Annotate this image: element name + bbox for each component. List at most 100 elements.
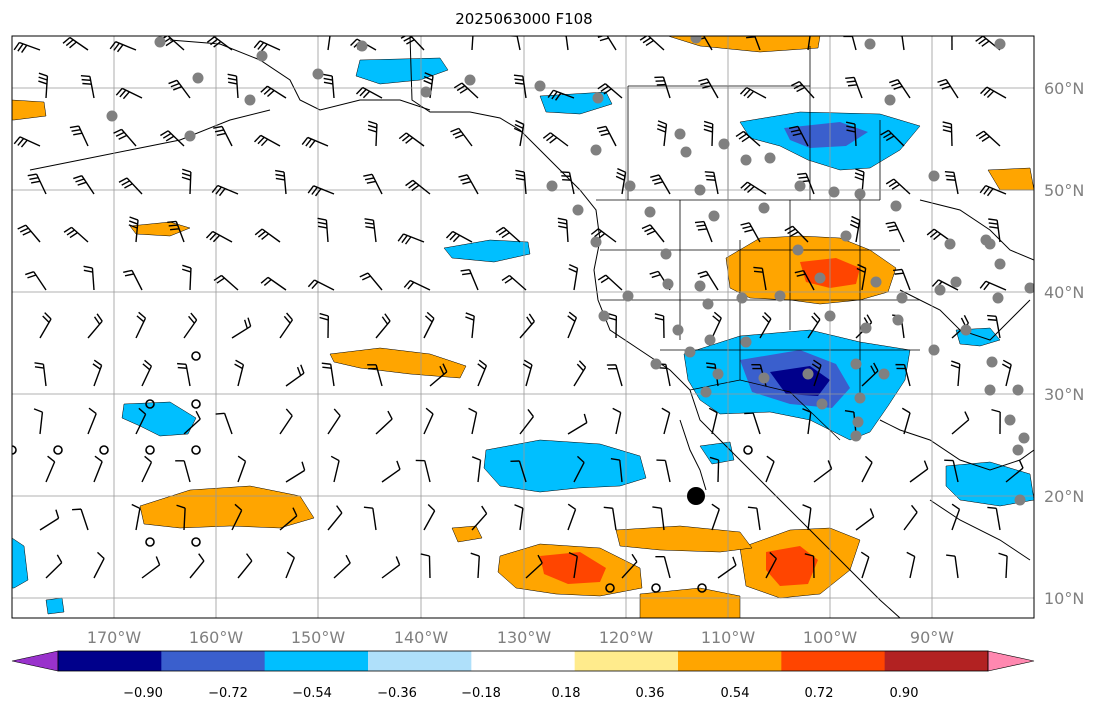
wind-barb-flag [576, 363, 584, 372]
wind-barb-flag [364, 177, 375, 181]
wind-barb-flag [364, 218, 374, 221]
wind-barb-flag [711, 503, 720, 510]
wind-barb-flag [465, 312, 475, 317]
wind-barb-flag [260, 43, 268, 52]
colorbar-box [58, 651, 162, 671]
wind-barb [611, 508, 617, 531]
wind-barb-flag [122, 91, 130, 100]
lon-label: 120°W [599, 628, 654, 647]
wind-barb-flag [213, 274, 222, 282]
wind-barb-flag [901, 407, 911, 414]
wind-barb-flag [998, 552, 1008, 557]
wind-barb-flag [798, 176, 808, 179]
wind-barb-flag [407, 281, 415, 290]
wind-barb-flag [743, 183, 752, 191]
wind-barb-flag [762, 315, 770, 323]
station-marker [662, 278, 674, 290]
wind-barb-flag [116, 44, 124, 53]
wind-barb [183, 507, 186, 531]
wind-barb-flag [528, 313, 535, 322]
lon-label: 170°W [87, 628, 142, 647]
station-marker [1018, 432, 1030, 444]
wind-barb-flag [501, 274, 510, 282]
wind-barb-flag [363, 173, 373, 177]
wind-barb-flag [177, 366, 187, 369]
station-marker [674, 128, 686, 140]
wind-barb-flag [891, 82, 901, 87]
wind-barb-flag [411, 184, 420, 192]
wind-barb-flag [894, 272, 904, 275]
wind-barb [423, 413, 434, 435]
wind-barb-flag [424, 72, 434, 77]
wind-barb-flag [870, 365, 876, 374]
wind-barb-flag [788, 125, 799, 130]
wind-barb-flag [142, 363, 151, 371]
wind-barb-flag [597, 36, 605, 38]
wind-barb-flag [363, 506, 373, 509]
wind-barb-flag [703, 120, 713, 125]
wind-barb-flag [594, 230, 602, 238]
wind-barb-flag [322, 366, 332, 369]
wind-barb [861, 556, 870, 579]
wind-barb-flag [746, 90, 755, 99]
wind-barb-flag [296, 366, 302, 376]
wind-barb [519, 508, 524, 531]
wind-barb-flag [453, 82, 463, 89]
wind-barb-flag [631, 553, 638, 563]
longitude-labels: 170°W 160°W 150°W 140°W 130°W 120°W 110°… [87, 628, 954, 647]
wind-barb-flag [603, 506, 613, 509]
wind-barb-flag [311, 186, 318, 195]
wind-barb-flag [292, 507, 298, 517]
wind-barb-flag [20, 139, 28, 148]
wind-barb-flag [933, 233, 941, 241]
wind-barb-flag [617, 167, 626, 173]
wind-barb-flag [319, 316, 329, 321]
wind-barb-flag [75, 178, 85, 183]
wind-barb-flag [713, 311, 722, 319]
wind-barb-flag [211, 185, 219, 194]
wind-barb-flag [590, 228, 599, 235]
lon-label: 130°W [497, 628, 552, 647]
wind-barb [223, 413, 233, 435]
wind-barb-flag [162, 132, 172, 139]
wind-barb-flag [465, 316, 475, 321]
wind-barb-flag [887, 225, 897, 229]
station-marker [792, 244, 804, 256]
station-marker [704, 334, 716, 346]
station-marker [590, 144, 602, 156]
colorbar-tick-label: 0.18 [552, 686, 581, 701]
wind-barb-flag [181, 176, 191, 181]
wind-barb-flag [850, 219, 860, 225]
wind-barb-flag [616, 171, 626, 177]
wind-barb-flag [235, 359, 244, 366]
wind-barb-flag [610, 457, 620, 461]
wind-barb-flag [182, 264, 192, 269]
lat-label: 50°N [1044, 181, 1084, 200]
station-marker [708, 210, 720, 222]
wind-barb-flag [182, 168, 192, 173]
positive-core-east-pacific [540, 552, 606, 584]
wind-barb-flag [893, 85, 903, 90]
wind-barb-flag [557, 221, 568, 225]
wind-barb-flag [460, 269, 470, 272]
wind-barb-flag [943, 26, 952, 28]
wind-barb-flag [964, 411, 970, 421]
station-marker [572, 204, 584, 216]
wind-barb-flag [243, 319, 248, 329]
wind-barb-flag [275, 177, 285, 181]
wind-barb-flag [978, 38, 987, 45]
wind-barb [375, 418, 393, 435]
wind-barb-flag [951, 360, 961, 365]
wind-barb-flag [33, 408, 43, 413]
station-marker [590, 236, 602, 248]
wind-barb-flag [305, 138, 312, 147]
wind-barb-flag [975, 130, 985, 137]
wind-barb-flag [652, 177, 662, 182]
positive-core-central-america [766, 546, 818, 586]
wind-barb-flag [205, 230, 214, 239]
wind-barb [909, 468, 929, 483]
wind-barb-flag [514, 82, 525, 85]
station-marker [854, 188, 866, 200]
wind-barb-flag [558, 225, 568, 229]
